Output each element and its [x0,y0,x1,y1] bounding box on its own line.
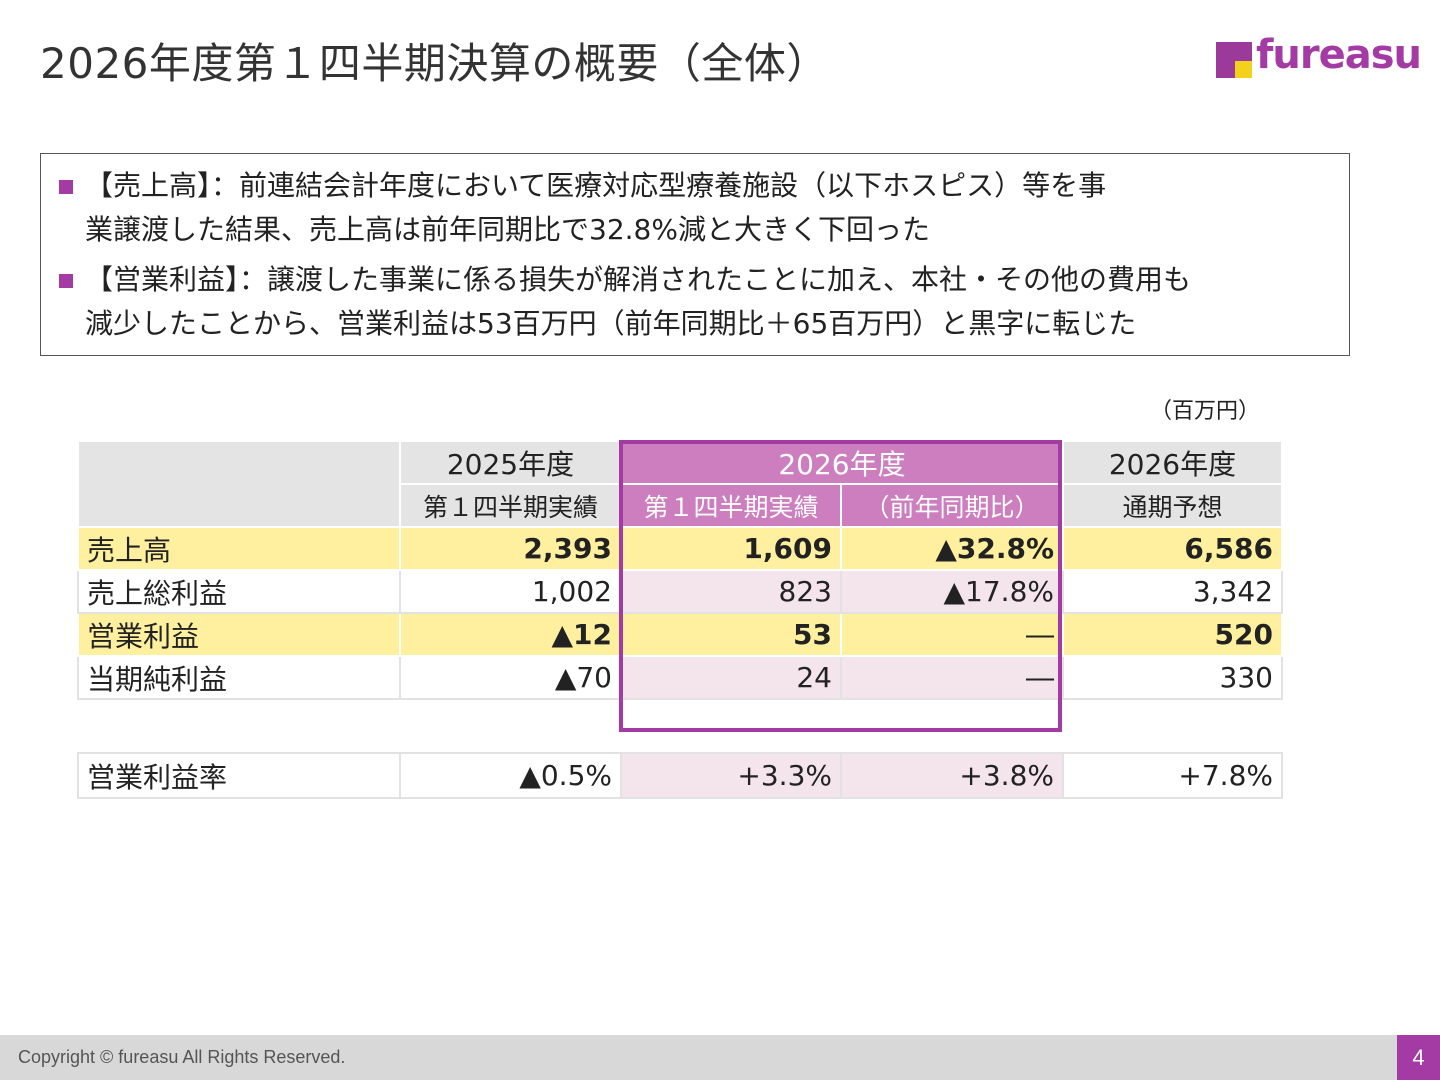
bullet-line: 減少したことから、営業利益は53百万円（前年同期比＋65百万円）と黒字に転じた [85,307,1137,340]
bullet-line: 【営業利益】：譲渡した事業に係る損失が解消されたことに加え、本社・その他の費用も [85,263,1192,296]
table-row-gross-profit: 売上総利益 1,002 823 ▲17.8% 3,342 [77,569,1283,614]
cell-value: 53 [620,612,842,657]
summary-bullet-operating-profit: 【営業利益】：譲渡した事業に係る損失が解消されたことに加え、本社・その他の費用も… [59,258,1329,346]
financial-summary-table: 2025年度 2026年度 2026年度 第１四半期実績 第１四半期実績 （前年… [77,440,1283,700]
bullet-line: 業譲渡した結果、売上高は前年同期比で32.8%減と大きく下回った [85,213,930,246]
cell-value: +3.3% [620,752,842,799]
table-row-operating-margin: 営業利益率 ▲0.5% +3.3% +3.8% +7.8% [77,752,1283,799]
cell-value: 823 [620,569,842,614]
header-yoy: （前年同期比） [840,483,1064,528]
cell-value: ― [840,612,1064,657]
table-subheader-row: 第１四半期実績 第１四半期実績 （前年同期比） 通期予想 [78,483,1283,528]
logo-mark-icon [1216,42,1252,78]
row-label: 営業利益 [77,612,401,657]
header-2025-year: 2025年度 [399,440,622,485]
row-label: 売上総利益 [77,569,401,614]
cell-value: 330 [1062,655,1283,700]
table-header-row: 2025年度 2026年度 2026年度 [77,440,1283,528]
footer-bar: Copyright © fureasu All Rights Reserved.… [0,1035,1440,1080]
cell-value: 3,342 [1062,569,1283,614]
row-label: 営業利益率 [77,752,401,799]
row-label: 当期純利益 [77,655,401,700]
page-number: 4 [1397,1035,1440,1080]
table-row-net-income: 当期純利益 ▲70 24 ― 330 [77,655,1283,700]
logo-text: fureasu [1256,32,1422,78]
cell-value: 520 [1062,612,1283,657]
cell-value: ▲70 [399,655,622,700]
cell-value: +7.8% [1062,752,1283,799]
square-bullet-icon [59,274,73,288]
cell-value: ▲12 [399,612,622,657]
header-empty-cell [77,440,401,528]
header-full-year-forecast: 通期予想 [1062,483,1283,528]
header-2026-forecast-year: 2026年度 [1062,440,1283,485]
unit-label: （百万円） [1150,399,1261,424]
operating-margin-table: 営業利益率 ▲0.5% +3.3% +3.8% +7.8% [77,752,1283,799]
cell-value: ▲0.5% [399,752,622,799]
page-title: 2026年度第１四半期決算の概要（全体） [40,39,829,88]
table-row-sales: 売上高 2,393 1,609 ▲32.8% 6,586 [77,526,1283,571]
cell-value: 1,609 [620,526,842,571]
cell-value: 2,393 [399,526,622,571]
header-2026-year: 2026年度 [620,440,1064,485]
cell-value: +3.8% [840,752,1064,799]
cell-value: 1,002 [399,569,622,614]
header-q1-actual-2026: 第１四半期実績 [620,483,842,528]
cell-value: 6,586 [1062,526,1283,571]
cell-value: ― [840,655,1064,700]
cell-value: ▲17.8% [840,569,1064,614]
cell-value: ▲32.8% [840,526,1064,571]
bullet-line: 【売上高】：前連結会計年度において医療対応型療養施設（以下ホスピス）等を事 [85,169,1107,202]
summary-box: 【売上高】：前連結会計年度において医療対応型療養施設（以下ホスピス）等を事 業譲… [40,153,1350,356]
table-row-operating-profit: 営業利益 ▲12 53 ― 520 [77,612,1283,657]
cell-value: 24 [620,655,842,700]
square-bullet-icon [59,180,73,194]
copyright-text: Copyright © fureasu All Rights Reserved. [18,1047,346,1067]
fureasu-logo: fureasu [1216,32,1422,82]
row-label: 売上高 [77,526,401,571]
header-q1-actual-2025: 第１四半期実績 [399,483,622,528]
summary-bullet-sales: 【売上高】：前連結会計年度において医療対応型療養施設（以下ホスピス）等を事 業譲… [59,164,1329,252]
